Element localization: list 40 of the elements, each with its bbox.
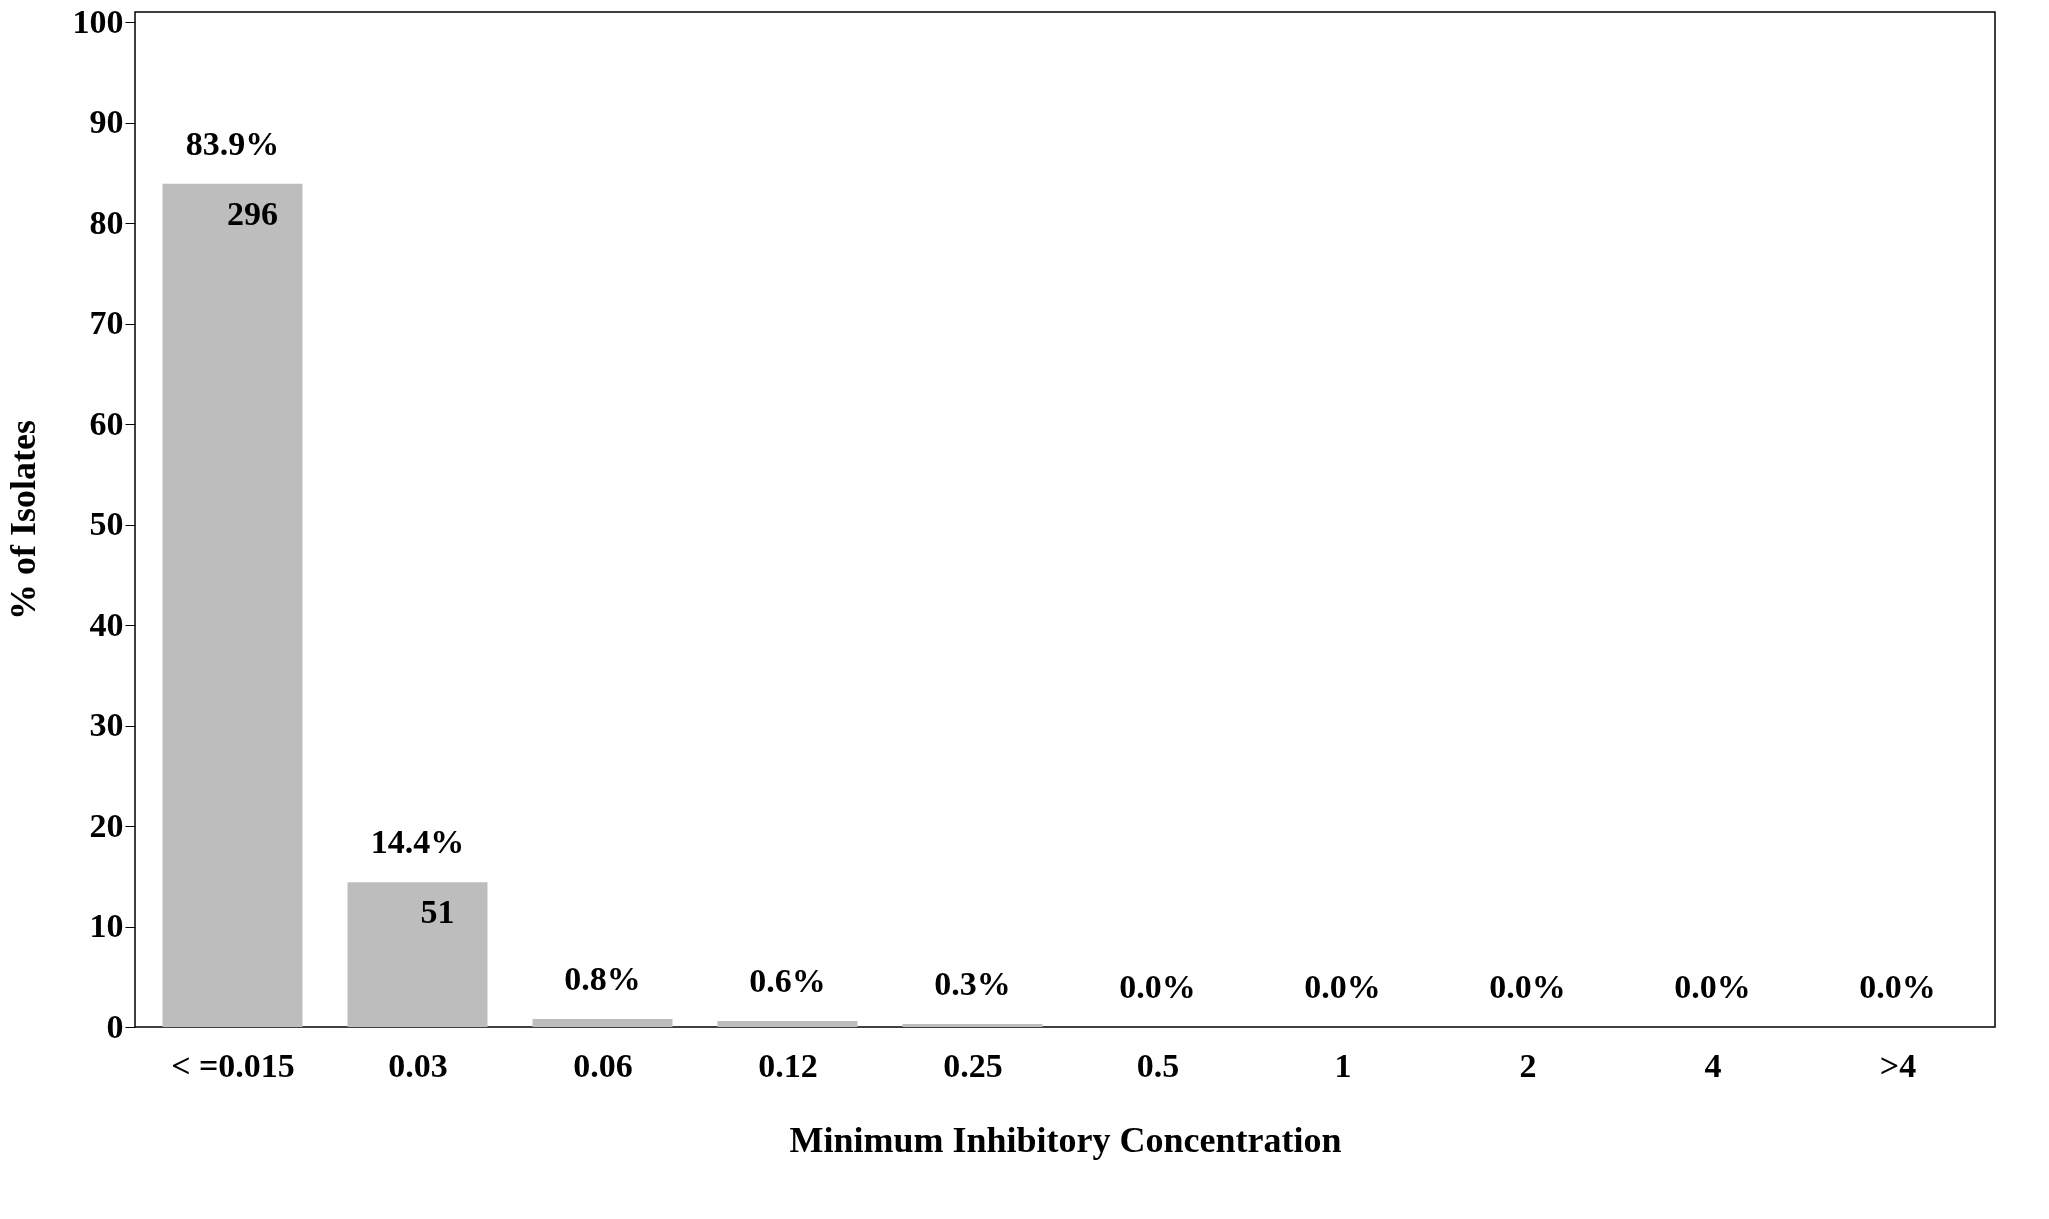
y-tick-label: 50 xyxy=(89,505,124,543)
y-tick-label: 40 xyxy=(89,605,124,643)
data-label: 0.0% xyxy=(1304,968,1381,1005)
x-tick-label: 0.03 xyxy=(388,1046,448,1084)
y-tick-label: 90 xyxy=(89,103,124,141)
y-tick-label: 60 xyxy=(89,404,124,442)
data-label: 0.0% xyxy=(1859,968,1936,1005)
x-tick-label: 2 xyxy=(1519,1046,1537,1084)
data-label: 14.4% xyxy=(370,823,465,861)
bar xyxy=(162,183,303,1027)
x-axis-title: Minimum Inhibitory Concentration xyxy=(789,1119,1342,1160)
x-tick-label: 0.06 xyxy=(573,1046,633,1084)
x-tick-label: >4 xyxy=(1879,1046,1917,1084)
x-tick-label: 0.12 xyxy=(758,1046,818,1084)
annotation: 296 xyxy=(227,194,278,232)
bar xyxy=(902,1023,1043,1027)
y-tick-label: 30 xyxy=(89,706,124,744)
data-label: 0.3% xyxy=(934,964,1011,1002)
data-label: 83.9% xyxy=(185,124,280,162)
data-label: 0.8% xyxy=(564,959,641,997)
y-tick-label: 0 xyxy=(106,1007,124,1045)
bar xyxy=(532,1018,673,1027)
data-label: 0.0% xyxy=(1119,968,1196,1005)
y-axis-title: % of Isolates xyxy=(2,420,43,620)
x-tick-label: 0.5 xyxy=(1136,1046,1180,1084)
data-label: 0.0% xyxy=(1489,968,1566,1005)
x-tick-label: < =0.015 xyxy=(171,1046,295,1084)
y-tick-label: 80 xyxy=(89,203,124,241)
y-tick-label: 100 xyxy=(72,2,124,40)
x-tick-label: 0.25 xyxy=(943,1046,1003,1084)
data-label: 0.0% xyxy=(1674,968,1751,1005)
y-tick-label: 10 xyxy=(89,907,124,944)
y-tick-label: 20 xyxy=(89,806,124,844)
x-tick-label: 1 xyxy=(1334,1046,1352,1084)
bar xyxy=(347,882,488,1027)
bar xyxy=(717,1020,858,1027)
y-tick-label: 70 xyxy=(89,304,124,342)
x-tick-label: 4 xyxy=(1704,1046,1722,1084)
data-label: 0.6% xyxy=(749,961,826,999)
annotation: 51 xyxy=(420,893,455,931)
